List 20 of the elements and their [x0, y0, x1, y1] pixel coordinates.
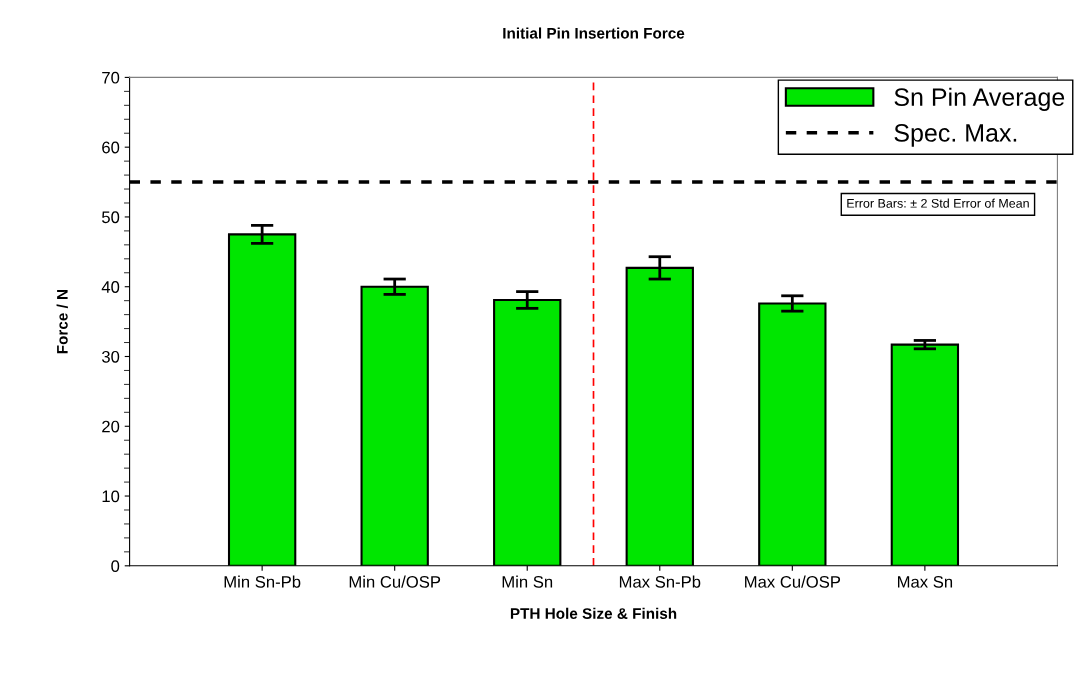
x-tick-label: Min Sn-Pb: [224, 575, 301, 588]
y-axis-title: Force / N: [56, 289, 68, 354]
legend-label: Spec. Max.: [894, 124, 1017, 147]
y-tick-label: 70: [102, 71, 120, 84]
y-tick-label: 0: [111, 560, 120, 573]
y-tick-label: 60: [102, 141, 120, 154]
x-tick-label: Min Sn: [502, 575, 553, 588]
x-tick-label: Max Cu/OSP: [745, 575, 841, 588]
y-tick-label: 50: [102, 211, 120, 224]
y-tick-label: 20: [102, 420, 120, 433]
x-axis-title: PTH Hole Size & Finish: [510, 607, 677, 619]
y-tick-label: 40: [101, 281, 120, 293]
x-tick-label: Max Sn-Pb: [619, 575, 701, 588]
x-tick-label: Max Sn: [897, 575, 953, 588]
chart-title: Initial Pin Insertion Force: [503, 27, 685, 39]
y-tick-label: 10: [102, 490, 120, 503]
legend-label: Sn Pin Average: [894, 87, 1065, 111]
x-tick-label: Min Cu/OSP: [349, 575, 441, 588]
y-tick-label: 30: [101, 350, 120, 363]
annotation: Error Bars: ± 2 Std Error of Mean: [847, 198, 1029, 208]
